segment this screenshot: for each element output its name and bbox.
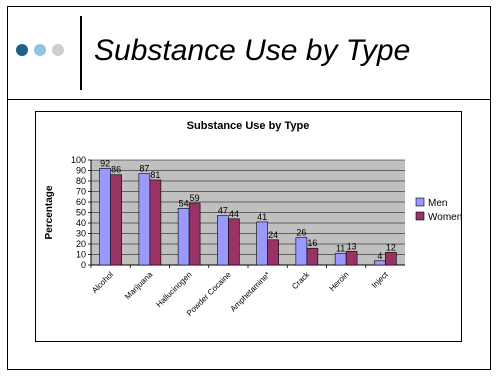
y-axis-label: Percentage [44,185,55,239]
y-tick-label: 50 [76,208,86,218]
bar-men [99,168,111,266]
bar-women [228,218,240,266]
x-tick-label: Amphetamine* [229,270,272,313]
data-label: 4 [377,251,382,261]
y-tick-label: 90 [76,166,86,176]
y-tick-label: 40 [76,218,86,228]
bullet-dot-1 [16,44,28,56]
x-tick-label: Hallucinogen [154,270,193,309]
data-label: 86 [111,165,121,175]
bar-men [138,173,151,266]
data-label: 16 [307,238,317,248]
data-label: 81 [150,170,160,180]
y-tick-label: 60 [76,197,86,207]
y-tick-label: 80 [76,176,86,186]
y-tick-label: 0 [81,260,86,270]
y-tick-label: 70 [76,187,86,197]
y-tick-label: 100 [71,155,86,165]
legend-swatch-women [415,211,425,221]
title-divider [80,16,82,90]
legend-swatch-men [415,197,425,207]
x-tick-label: Heroin [328,270,351,293]
slide-title: Substance Use by Type [94,34,411,67]
data-label: 26 [296,228,306,238]
bar-men [374,260,386,266]
bar-women [149,179,162,266]
data-label: 47 [218,206,228,216]
y-tick-label: 30 [76,229,86,239]
data-label: 12 [386,242,396,252]
data-label: 24 [268,230,278,240]
y-tick-label: 10 [76,250,86,260]
legend-label-men: Men [428,198,447,209]
data-label: 11 [336,243,345,253]
y-tick-label: 20 [76,239,86,249]
bullet-dot-3 [52,44,64,56]
legend-label-women: Women [428,212,462,223]
title-underline [8,99,490,100]
x-tick-label: Alcohol [90,270,115,295]
bar-men [334,253,347,266]
bar-men [217,215,229,266]
data-label: 13 [347,241,357,251]
bar-men [256,221,268,266]
data-label: 54 [179,198,189,208]
data-label: 44 [229,209,239,219]
bar-women [110,174,122,266]
chart-title: Substance Use by Type [187,120,310,132]
data-label: 41 [257,212,267,222]
data-label: 87 [139,164,149,174]
x-tick-label: Marijuana [123,270,155,302]
bar-women [345,251,358,266]
bar-men [177,208,190,266]
bar-women [306,247,319,266]
bar-women [385,252,397,266]
x-tick-label: Crack [290,269,312,291]
bar-women [188,202,201,266]
bullet-dot-2 [34,44,46,56]
bar-women [267,239,279,266]
data-label: 92 [100,158,110,168]
x-tick-label: Inject [370,270,390,290]
data-label: 59 [190,193,200,203]
bar-men [295,237,308,266]
